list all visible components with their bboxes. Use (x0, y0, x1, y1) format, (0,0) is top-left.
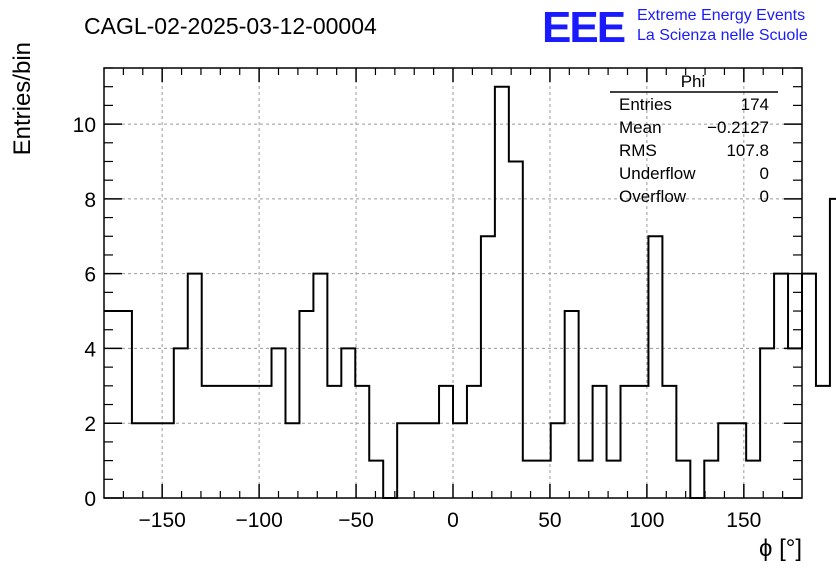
histogram-bin (676, 461, 690, 498)
histogram-bin (509, 161, 523, 498)
y-tick-label: 0 (84, 488, 96, 511)
histogram-bin (104, 311, 118, 498)
y-tick-labels: 0 2 4 6 8 10 (73, 114, 97, 511)
histogram-bin (593, 386, 607, 498)
stats-box: Phi Entries 174 Mean −0.2127 RMS 107.8 U… (610, 72, 778, 206)
histogram-bin (634, 386, 648, 498)
x-tick-label: −150 (139, 509, 186, 532)
y-tick-label: 4 (84, 338, 96, 361)
histogram-bin (230, 386, 244, 498)
histogram-bin (272, 348, 286, 498)
histogram-bin (607, 461, 621, 498)
chart-title: CAGL-02-2025-03-12-00004 (84, 13, 377, 39)
histogram-bin (816, 386, 830, 498)
plot-frame (103, 67, 803, 499)
x-axis-label: ϕ [°] (759, 535, 802, 562)
histogram-bin (160, 423, 174, 498)
histogram-bin (579, 461, 593, 498)
stats-underflow-label: Underflow (619, 164, 696, 183)
stats-rms-value: 107.8 (726, 141, 769, 160)
brand-line-2: La Scienza nelle Scuole (637, 27, 808, 44)
histogram-outline (104, 85, 836, 499)
stats-entries-label: Entries (619, 95, 672, 114)
histogram-bin (718, 423, 732, 498)
stats-entries-value: 174 (741, 95, 769, 114)
histogram-bin (621, 386, 635, 498)
histogram-bin (258, 386, 272, 498)
histogram-bin (802, 274, 816, 498)
histogram-bin (285, 423, 299, 498)
stats-rms-label: RMS (619, 141, 657, 160)
histogram-bin (704, 461, 718, 498)
y-tick-label: 8 (84, 189, 96, 212)
histogram-bin (132, 423, 146, 498)
histogram-bin (495, 87, 509, 498)
histogram-bin (369, 461, 383, 498)
histogram-bin (732, 423, 746, 498)
histogram-bin (662, 386, 676, 498)
x-tick-label: 0 (447, 509, 459, 532)
histogram-bin (244, 386, 258, 498)
y-tick-label: 10 (73, 114, 96, 137)
histogram-bin (174, 348, 188, 498)
histogram-bin (774, 274, 788, 498)
histogram-bin (425, 423, 439, 498)
brand-line-1: Extreme Energy Events (637, 7, 805, 24)
histogram-bin (355, 386, 369, 498)
x-tick-label: 150 (726, 509, 761, 532)
histogram-bin (202, 386, 216, 498)
eee-logo-text: EEE (542, 3, 625, 52)
x-tick-label: 100 (629, 509, 664, 532)
y-tick-label: 6 (84, 264, 96, 287)
histogram-bin (746, 461, 760, 498)
x-tick-label: −100 (235, 509, 282, 532)
histogram-bin (565, 311, 579, 498)
stats-overflow-label: Overflow (619, 187, 687, 206)
histogram-bin (760, 348, 774, 498)
histogram-bin (299, 311, 313, 498)
histogram-bin (313, 274, 327, 498)
stats-mean-label: Mean (619, 118, 662, 137)
histogram-bin (788, 348, 802, 498)
stats-title: Phi (681, 72, 706, 91)
histogram-bin (467, 386, 481, 498)
stats-overflow-value: 0 (760, 187, 769, 206)
histogram-bin (439, 386, 453, 498)
y-tick-label: 2 (84, 413, 96, 436)
stats-mean-value: −0.2127 (707, 118, 769, 137)
histogram-bin (411, 423, 425, 498)
y-axis-label: Entries/bin (9, 42, 36, 155)
histogram-bin (551, 423, 565, 498)
eee-logo: EEE Extreme Energy Events La Scienza nel… (542, 3, 808, 52)
histogram-bin (327, 386, 341, 498)
x-tick-label: −50 (338, 509, 374, 532)
histogram-bin (523, 461, 537, 498)
histogram-bin (146, 423, 160, 498)
histogram-bin (188, 274, 202, 498)
histogram-bin (537, 461, 551, 498)
histogram-bin (397, 423, 411, 498)
histogram-bin (118, 311, 132, 498)
histogram-bin (481, 236, 495, 498)
x-tick-label: 50 (538, 509, 561, 532)
histogram-bin (216, 386, 230, 498)
stats-underflow-value: 0 (760, 164, 769, 183)
x-tick-labels: −150 −100 −50 0 50 100 150 (139, 509, 762, 532)
histogram-bin (648, 236, 662, 498)
histogram-bin (341, 348, 355, 498)
histogram-bin (453, 423, 467, 498)
